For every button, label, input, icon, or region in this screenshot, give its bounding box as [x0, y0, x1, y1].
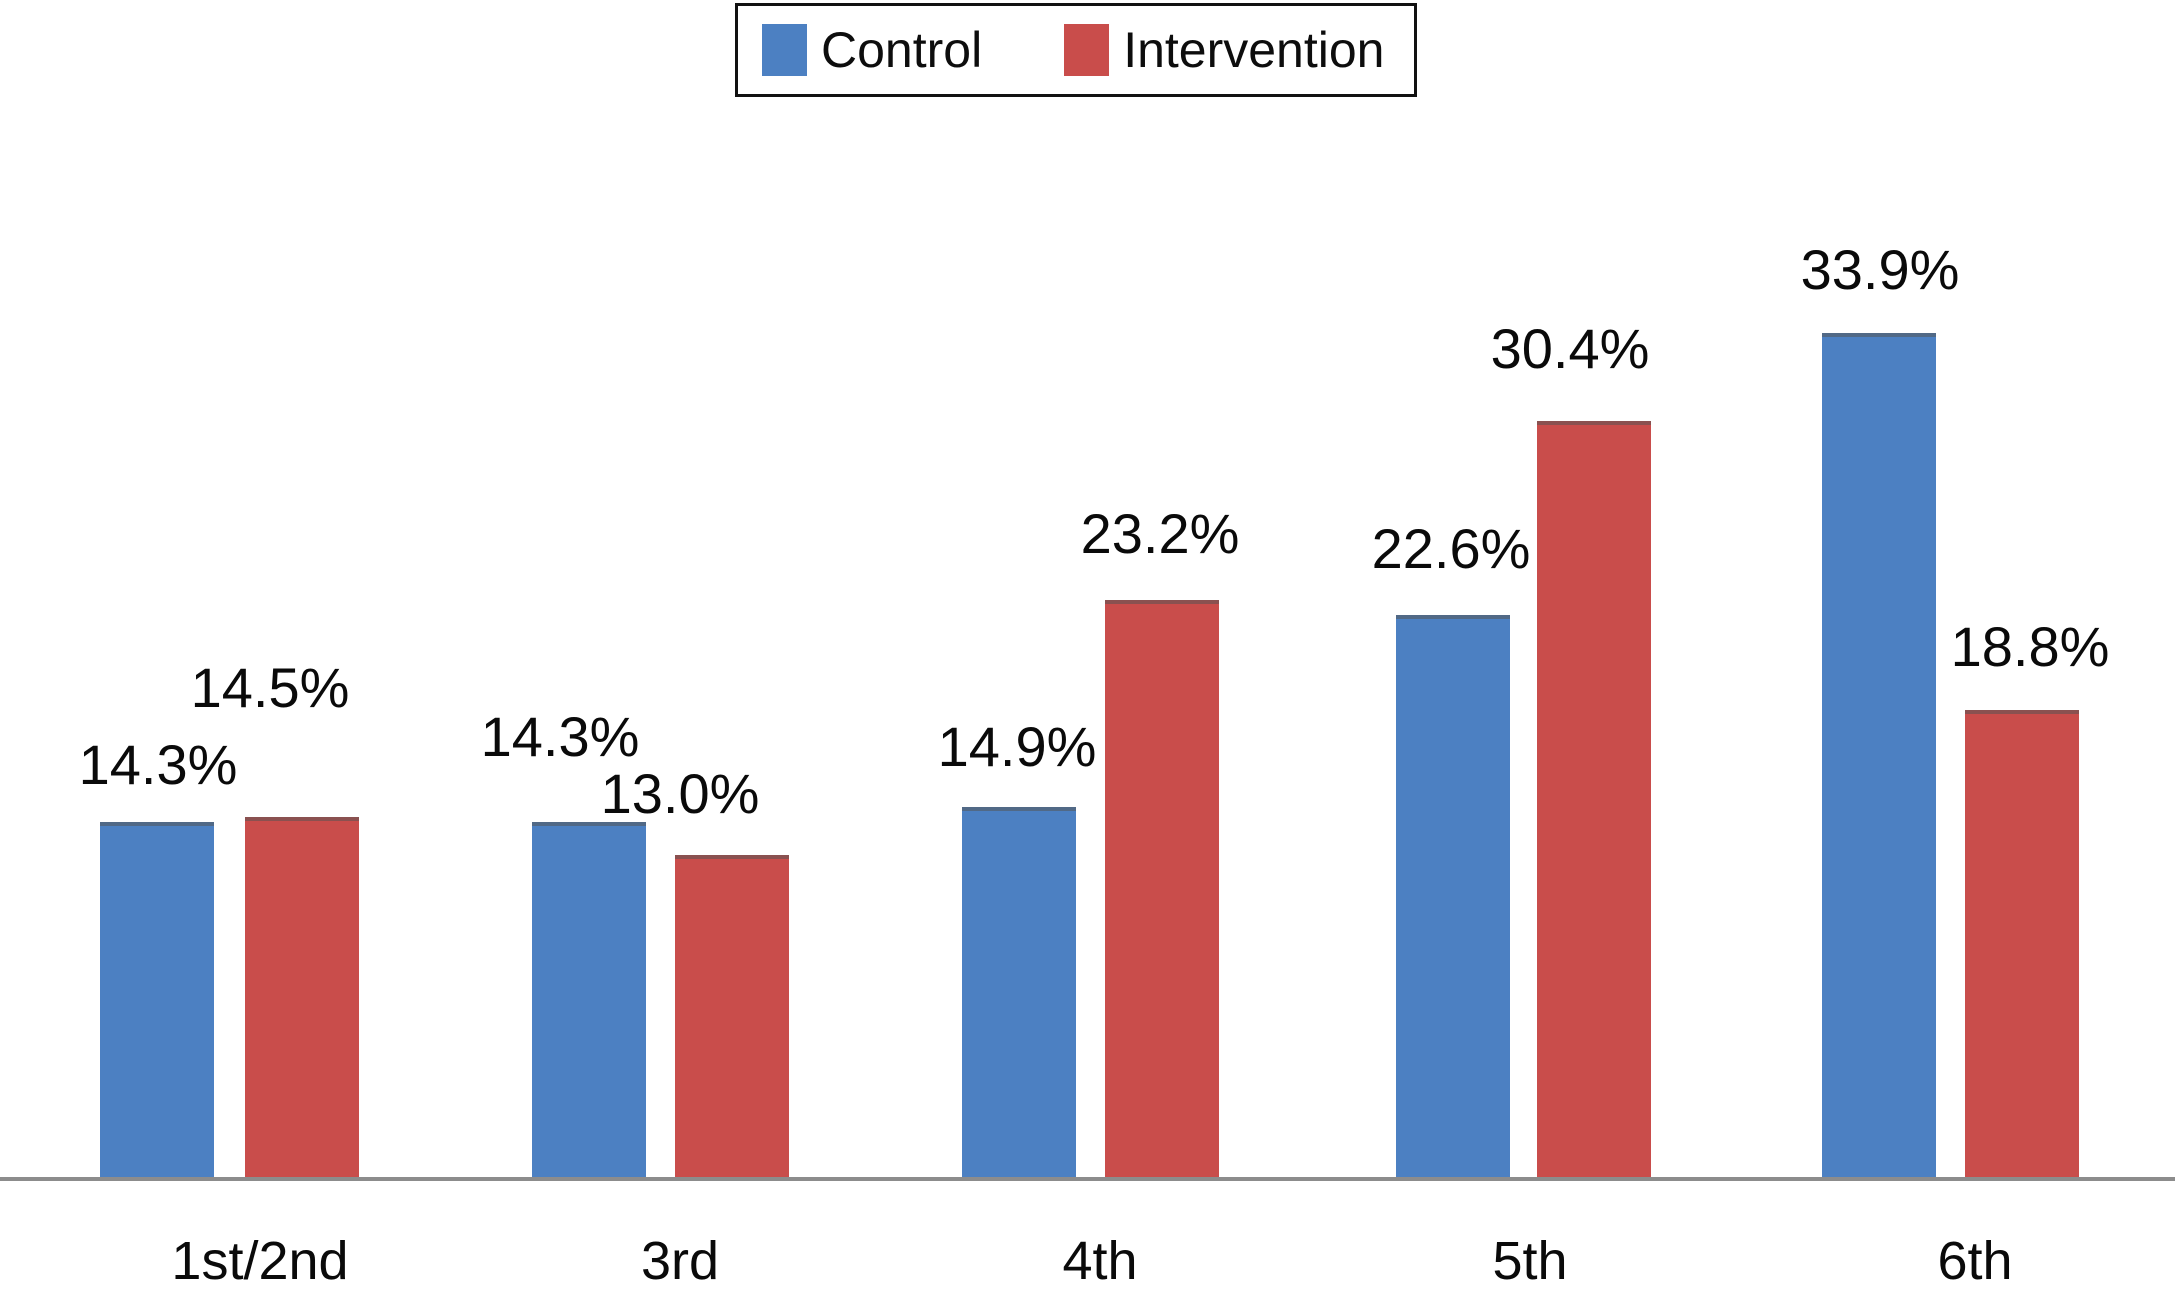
control-swatch-icon [762, 24, 807, 76]
legend: Control Intervention [735, 3, 1417, 97]
value-label-intervention-3rd: 13.0% [600, 762, 760, 825]
value-label-control-6th: 33.9% [1800, 238, 1960, 301]
value-label-intervention-1st-2nd: 14.5% [190, 656, 350, 719]
bar-intervention-1st-2nd [245, 817, 359, 1179]
bar-control-4th [962, 807, 1076, 1179]
value-label-control-3rd: 14.3% [480, 705, 640, 768]
value-label-control-1st-2nd: 14.3% [78, 733, 238, 796]
value-label-intervention-4th: 23.2% [1080, 502, 1240, 565]
x-tick-label-4th: 4th [1062, 1231, 1138, 1291]
bar-control-6th [1822, 333, 1936, 1179]
x-tick-label-5th: 5th [1492, 1231, 1568, 1291]
x-tick-label-6th: 6th [1937, 1231, 2013, 1291]
bar-intervention-3rd [675, 855, 789, 1179]
bar-intervention-6th [1965, 710, 2079, 1179]
x-tick-label-3rd: 3rd [640, 1231, 720, 1291]
legend-item-intervention: Intervention [1064, 24, 1384, 76]
value-label-intervention-6th: 18.8% [1950, 615, 2110, 678]
x-tick-label-1st-2nd: 1st/2nd [171, 1231, 349, 1291]
bar-control-1st-2nd [100, 822, 214, 1179]
value-label-intervention-5th: 30.4% [1490, 317, 1650, 380]
bar-intervention-5th [1537, 421, 1651, 1179]
value-label-control-5th: 22.6% [1371, 517, 1531, 580]
bar-intervention-4th [1105, 600, 1219, 1179]
value-label-control-4th: 14.9% [937, 715, 1097, 778]
legend-label-intervention: Intervention [1123, 22, 1385, 78]
intervention-swatch-icon [1064, 24, 1110, 76]
bar-control-3rd [532, 822, 646, 1179]
bar-control-5th [1396, 615, 1510, 1179]
legend-item-control: Control [762, 24, 982, 76]
legend-label-control: Control [821, 22, 983, 78]
x-axis-line [0, 1177, 2175, 1181]
